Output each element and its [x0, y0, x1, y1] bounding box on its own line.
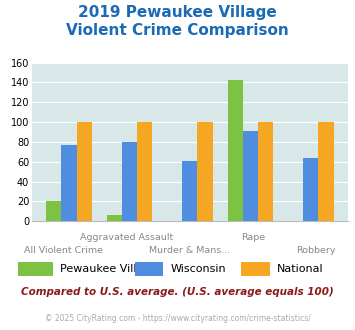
Text: Pewaukee Village: Pewaukee Village: [60, 264, 158, 274]
Text: National: National: [277, 264, 323, 274]
Text: © 2025 CityRating.com - https://www.cityrating.com/crime-statistics/: © 2025 CityRating.com - https://www.city…: [45, 314, 310, 323]
Text: Compared to U.S. average. (U.S. average equals 100): Compared to U.S. average. (U.S. average …: [21, 287, 334, 297]
Bar: [318, 122, 334, 221]
Text: All Violent Crime: All Violent Crime: [24, 246, 103, 255]
Text: Wisconsin: Wisconsin: [170, 264, 226, 274]
Bar: [303, 158, 318, 221]
Bar: [107, 215, 122, 221]
Text: Murder & Mans...: Murder & Mans...: [149, 246, 230, 255]
Bar: [243, 131, 258, 221]
Bar: [46, 201, 61, 221]
Bar: [182, 161, 197, 221]
Text: Violent Crime Comparison: Violent Crime Comparison: [66, 23, 289, 38]
Bar: [61, 145, 77, 221]
Bar: [258, 122, 273, 221]
Bar: [197, 122, 213, 221]
Bar: [228, 80, 243, 221]
Text: 2019 Pewaukee Village: 2019 Pewaukee Village: [78, 5, 277, 20]
Bar: [122, 142, 137, 221]
Bar: [77, 122, 92, 221]
Text: Rape: Rape: [241, 233, 265, 242]
Bar: [137, 122, 152, 221]
Text: Aggravated Assault: Aggravated Assault: [80, 233, 173, 242]
Text: Robbery: Robbery: [296, 246, 336, 255]
